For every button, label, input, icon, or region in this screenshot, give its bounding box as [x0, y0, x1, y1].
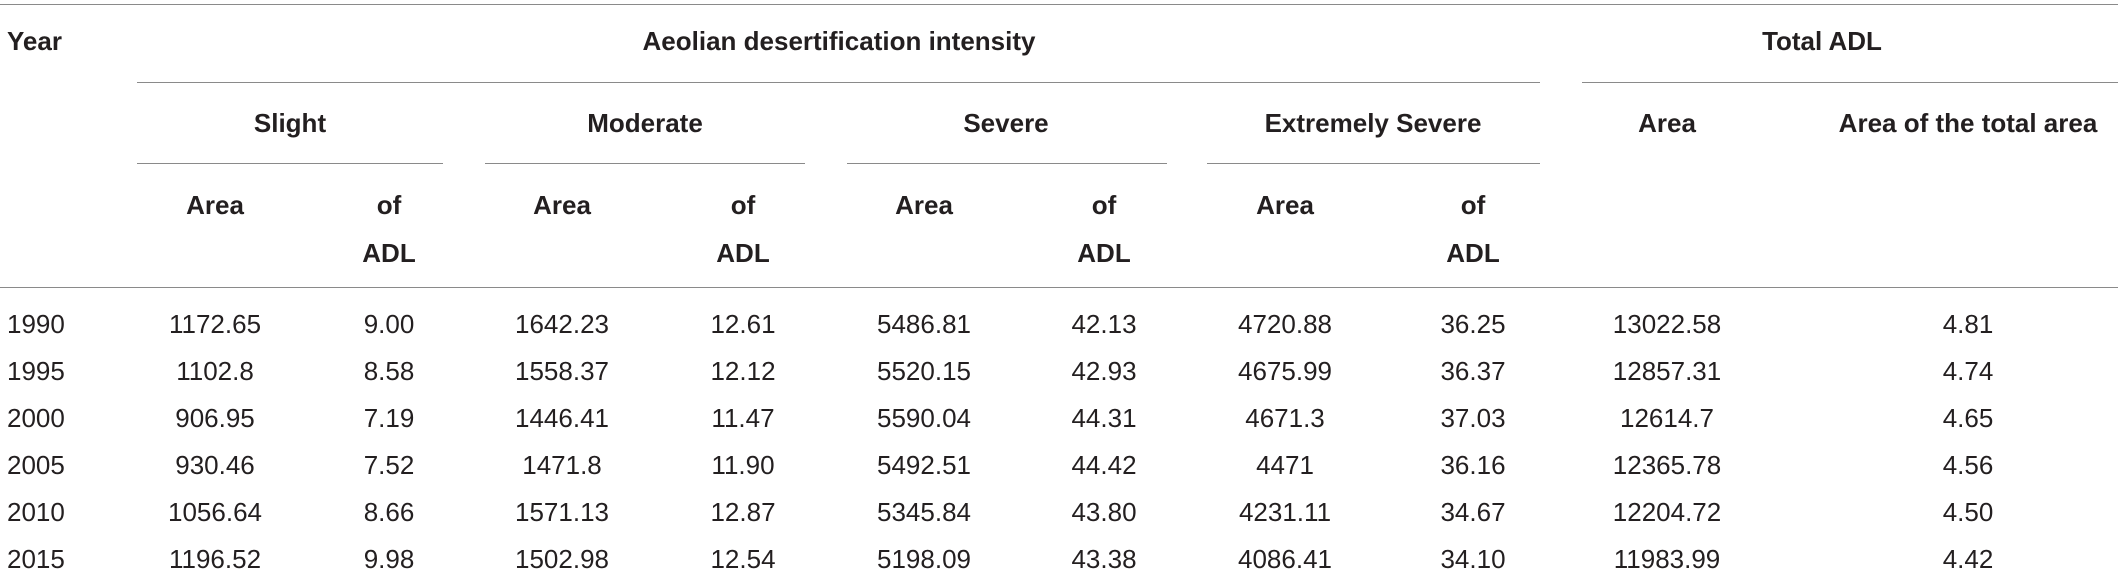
cell-total-area: 12204.72 — [1612, 497, 1722, 527]
moderate-rule — [485, 163, 805, 164]
cell-moderate-pct: 12.54 — [710, 544, 776, 574]
cell-slight-area: 1056.64 — [168, 497, 262, 527]
cell-severe-area: 5590.04 — [877, 403, 971, 433]
header-moderate-adl: ADL — [716, 238, 770, 268]
cell-year: 2015 — [7, 544, 65, 574]
cell-year: 1995 — [7, 356, 65, 386]
cell-total-area: 12614.7 — [1620, 403, 1714, 433]
cell-severe-area: 5492.51 — [877, 450, 971, 480]
severe-rule — [847, 163, 1167, 164]
cell-slight-pct: 8.58 — [363, 356, 415, 386]
cell-year: 2010 — [7, 497, 65, 527]
cell-slight-area: 1172.65 — [168, 309, 262, 339]
header-extreme-adl: ADL — [1446, 238, 1500, 268]
cell-severe-area: 5520.15 — [877, 356, 971, 386]
cell-extreme-pct: 36.25 — [1440, 309, 1506, 339]
intensity-rule — [137, 82, 1540, 83]
cell-moderate-area: 1558.37 — [515, 356, 609, 386]
header-slight: Slight — [253, 108, 327, 138]
header-severe-of: of — [1091, 190, 1117, 220]
cell-severe-area: 5345.84 — [877, 497, 971, 527]
cell-slight-pct: 7.52 — [363, 450, 415, 480]
cell-extreme-area: 4231.11 — [1238, 497, 1332, 527]
cell-slight-pct: 7.19 — [363, 403, 415, 433]
cell-severe-area: 5486.81 — [877, 309, 971, 339]
cell-severe-pct: 42.93 — [1071, 356, 1137, 386]
header-bottom-rule — [0, 287, 2118, 288]
cell-total-area: 13022.58 — [1612, 309, 1722, 339]
cell-severe-pct: 42.13 — [1071, 309, 1137, 339]
cell-moderate-pct: 11.47 — [711, 403, 775, 433]
cell-slight-area: 1102.8 — [176, 356, 254, 386]
cell-slight-area: 906.95 — [175, 403, 255, 433]
header-moderate-of: of — [730, 190, 756, 220]
cell-total-pct: 4.42 — [1942, 544, 1994, 574]
cell-moderate-area: 1471.8 — [522, 450, 602, 480]
header-year: Year — [7, 26, 62, 56]
cell-moderate-pct: 11.90 — [711, 450, 775, 480]
cell-extreme-area: 4671.3 — [1245, 403, 1325, 433]
cell-moderate-area: 1446.41 — [515, 403, 609, 433]
header-severe: Severe — [963, 108, 1049, 138]
header-slight-area: Area — [186, 190, 244, 220]
extremely-severe-rule — [1207, 163, 1540, 164]
cell-total-pct: 4.65 — [1942, 403, 1994, 433]
header-severe-adl: ADL — [1077, 238, 1131, 268]
cell-total-area: 12365.78 — [1612, 450, 1722, 480]
cell-severe-pct: 44.31 — [1071, 403, 1137, 433]
cell-slight-area: 930.46 — [175, 450, 255, 480]
cell-extreme-pct: 36.37 — [1440, 356, 1506, 386]
cell-extreme-pct: 36.16 — [1440, 450, 1506, 480]
cell-extreme-pct: 34.10 — [1440, 544, 1506, 574]
cell-severe-pct: 43.80 — [1071, 497, 1137, 527]
cell-severe-pct: 44.42 — [1071, 450, 1137, 480]
cell-total-area: 12857.31 — [1612, 356, 1722, 386]
cell-total-pct: 4.74 — [1942, 356, 1994, 386]
cell-extreme-area: 4471 — [1256, 450, 1314, 480]
cell-moderate-pct: 12.61 — [710, 309, 776, 339]
slight-rule — [137, 163, 443, 164]
cell-moderate-pct: 12.12 — [710, 356, 776, 386]
cell-total-pct: 4.56 — [1942, 450, 1994, 480]
header-severe-area: Area — [895, 190, 953, 220]
header-extremely-severe: Extremely Severe — [1264, 108, 1482, 138]
cell-slight-pct: 8.66 — [363, 497, 415, 527]
header-moderate: Moderate — [587, 108, 703, 138]
cell-moderate-pct: 12.87 — [710, 497, 776, 527]
cell-slight-pct: 9.00 — [363, 309, 415, 339]
header-total-area: Area — [1638, 108, 1696, 138]
cell-extreme-area: 4720.88 — [1238, 309, 1332, 339]
cell-total-area: 11983.99 — [1613, 544, 1721, 574]
header-total-share: Area of the total area — [1838, 108, 2098, 138]
cell-year: 1990 — [7, 309, 65, 339]
table-top-rule — [0, 4, 2118, 5]
cell-severe-pct: 43.38 — [1071, 544, 1137, 574]
header-slight-of: of — [376, 190, 402, 220]
header-intensity: Aeolian desertification intensity — [642, 26, 1036, 56]
cell-year: 2000 — [7, 403, 65, 433]
cell-year: 2005 — [7, 450, 65, 480]
header-extreme-area: Area — [1256, 190, 1314, 220]
header-total-adl: Total ADL — [1762, 26, 1882, 56]
header-moderate-area: Area — [533, 190, 591, 220]
cell-extreme-area: 4675.99 — [1238, 356, 1332, 386]
cell-extreme-pct: 34.67 — [1440, 497, 1506, 527]
cell-total-pct: 4.81 — [1942, 309, 1994, 339]
cell-moderate-area: 1502.98 — [515, 544, 609, 574]
cell-moderate-area: 1642.23 — [515, 309, 609, 339]
cell-moderate-area: 1571.13 — [515, 497, 609, 527]
cell-severe-area: 5198.09 — [877, 544, 971, 574]
header-extreme-of: of — [1460, 190, 1486, 220]
total-adl-rule — [1582, 82, 2118, 83]
cell-slight-pct: 9.98 — [363, 544, 415, 574]
cell-slight-area: 1196.52 — [168, 544, 262, 574]
cell-extreme-pct: 37.03 — [1440, 403, 1506, 433]
cell-total-pct: 4.50 — [1942, 497, 1994, 527]
cell-extreme-area: 4086.41 — [1238, 544, 1332, 574]
header-slight-adl: ADL — [362, 238, 416, 268]
